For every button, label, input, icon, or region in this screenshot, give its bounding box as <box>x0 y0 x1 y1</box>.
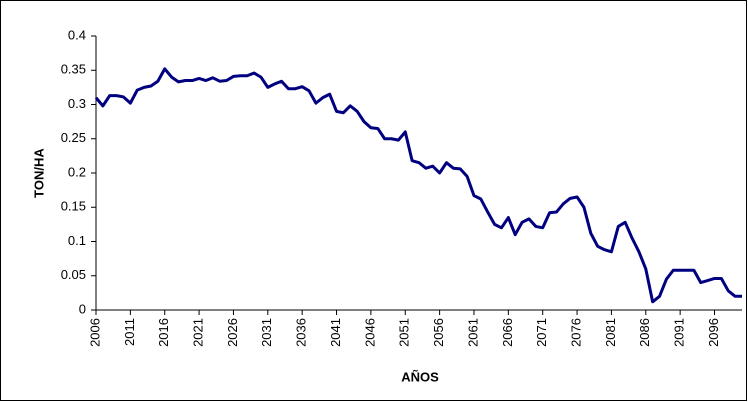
x-tick-label: 2086 <box>637 318 652 347</box>
y-axis-title: TON/HA <box>31 148 46 198</box>
y-tick-label: 0.35 <box>61 62 86 77</box>
x-tick-label: 2061 <box>465 318 480 347</box>
y-tick-label: 0.4 <box>68 27 86 42</box>
y-tick-label: 0.1 <box>68 233 86 248</box>
y-tick-label: 0.05 <box>61 267 86 282</box>
x-tick-label: 2056 <box>431 318 446 347</box>
x-tick-label: 2011 <box>122 318 137 346</box>
y-tick-label: 0.15 <box>61 199 86 214</box>
x-tick-label: 2036 <box>294 318 309 347</box>
x-tick-label: 2066 <box>500 318 515 347</box>
x-axis-title: AÑOS <box>401 369 439 384</box>
x-tick-label: 2046 <box>362 318 377 347</box>
x-tick-label: 2021 <box>191 318 206 347</box>
data-line <box>94 67 742 304</box>
y-tick-label: 0.3 <box>68 96 86 111</box>
x-tick-label: 2041 <box>328 318 343 347</box>
y-tick-label: 0 <box>79 301 86 316</box>
x-tick-label: 2071 <box>534 318 549 347</box>
y-tick-label: 0.2 <box>68 164 86 179</box>
x-tick-label: 2096 <box>706 318 721 347</box>
x-tick-label: 2026 <box>225 318 240 347</box>
x-tick-label: 2006 <box>87 318 102 347</box>
x-tick-label: 2081 <box>603 318 618 347</box>
x-tick-label: 2076 <box>569 318 584 347</box>
x-tick-label: 2016 <box>156 318 171 347</box>
y-tick-label: 0.25 <box>61 130 86 145</box>
x-tick-label: 2031 <box>259 318 274 347</box>
x-tick-label: 2051 <box>397 318 412 347</box>
x-tick-label: 2091 <box>672 318 687 347</box>
